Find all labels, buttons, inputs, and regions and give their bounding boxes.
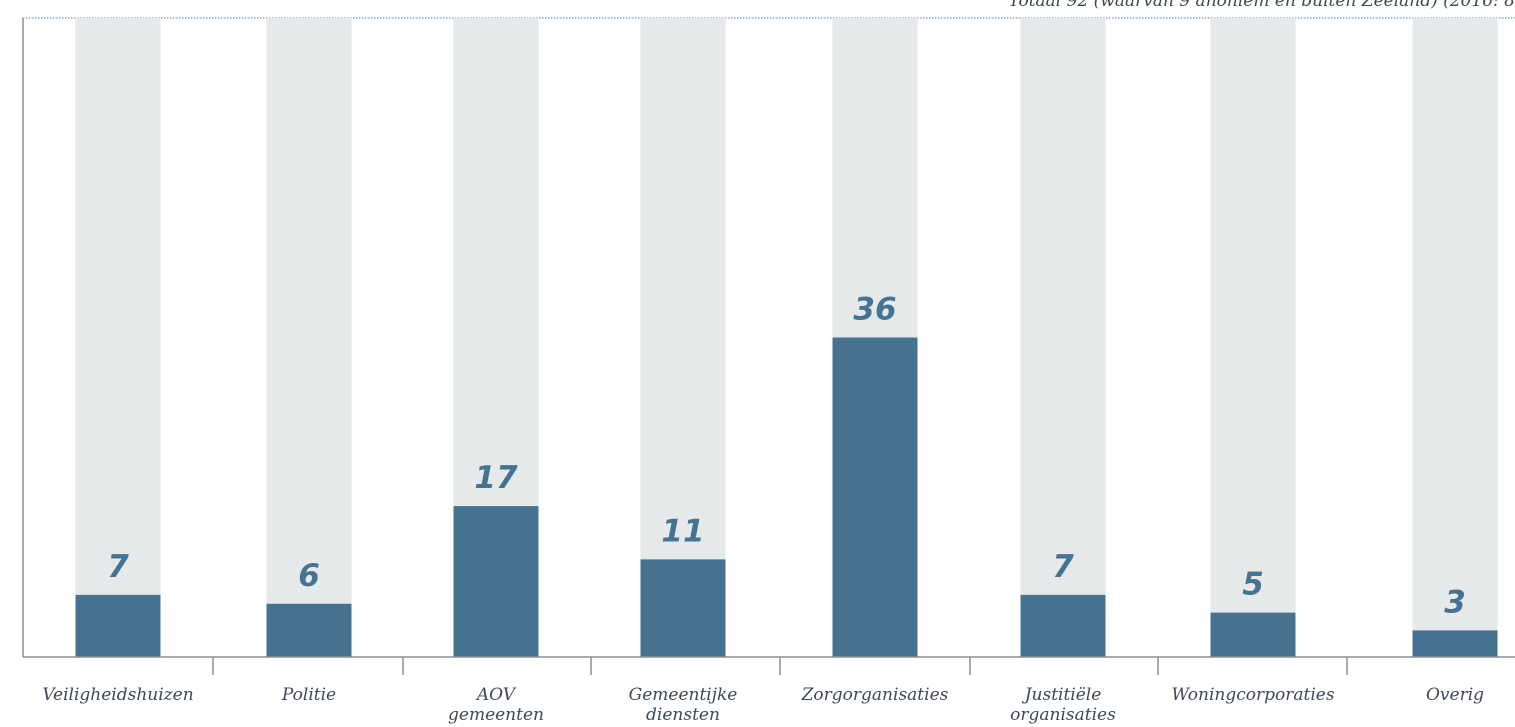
category-label: Politie	[281, 685, 336, 705]
bar-value-label: 36	[853, 292, 896, 328]
bars	[75, 337, 1498, 657]
background-bar	[75, 18, 161, 657]
value-labels: 7 6 17 11 36 7 5 3	[107, 292, 1466, 621]
bar	[832, 337, 918, 657]
category-label: AOV gemeenten	[448, 685, 544, 725]
bar	[1210, 612, 1296, 657]
background-bars	[75, 18, 1498, 657]
bar	[266, 603, 352, 657]
background-bar	[1210, 18, 1296, 657]
bar	[1020, 594, 1106, 657]
bar-value-label: 3	[1444, 584, 1466, 620]
category-labels: Veiligheidshuizen Politie AOV gemeenten Geme…	[42, 685, 1484, 725]
category-label: Overig	[1426, 685, 1484, 705]
background-bar	[266, 18, 352, 657]
category-label: Gemeentijke diensten	[629, 685, 738, 725]
chart-subtitle: Totaal 92 (waarvan 9 anoniem en buiten Z…	[1008, 0, 1515, 11]
background-bar	[1020, 18, 1106, 657]
bar-value-label: 17	[474, 460, 518, 496]
background-bar	[640, 18, 726, 657]
background-bar	[1412, 18, 1498, 657]
category-label: Veiligheidshuizen	[42, 685, 193, 705]
category-label: Woningcorporaties	[1171, 685, 1334, 705]
bar-value-label: 7	[107, 549, 129, 585]
bar-value-label: 11	[661, 513, 704, 549]
bar	[640, 559, 726, 657]
bar-value-label: 7	[1052, 549, 1074, 585]
category-label: Zorgorganisaties	[801, 685, 949, 705]
bar	[1412, 630, 1498, 657]
category-label: Justitiële organisaties	[1010, 685, 1116, 725]
bar-value-label: 6	[298, 558, 320, 594]
bar	[75, 594, 161, 657]
x-axis-ticks	[212, 657, 1348, 675]
bar	[453, 506, 539, 657]
bar-value-label: 5	[1242, 567, 1264, 603]
